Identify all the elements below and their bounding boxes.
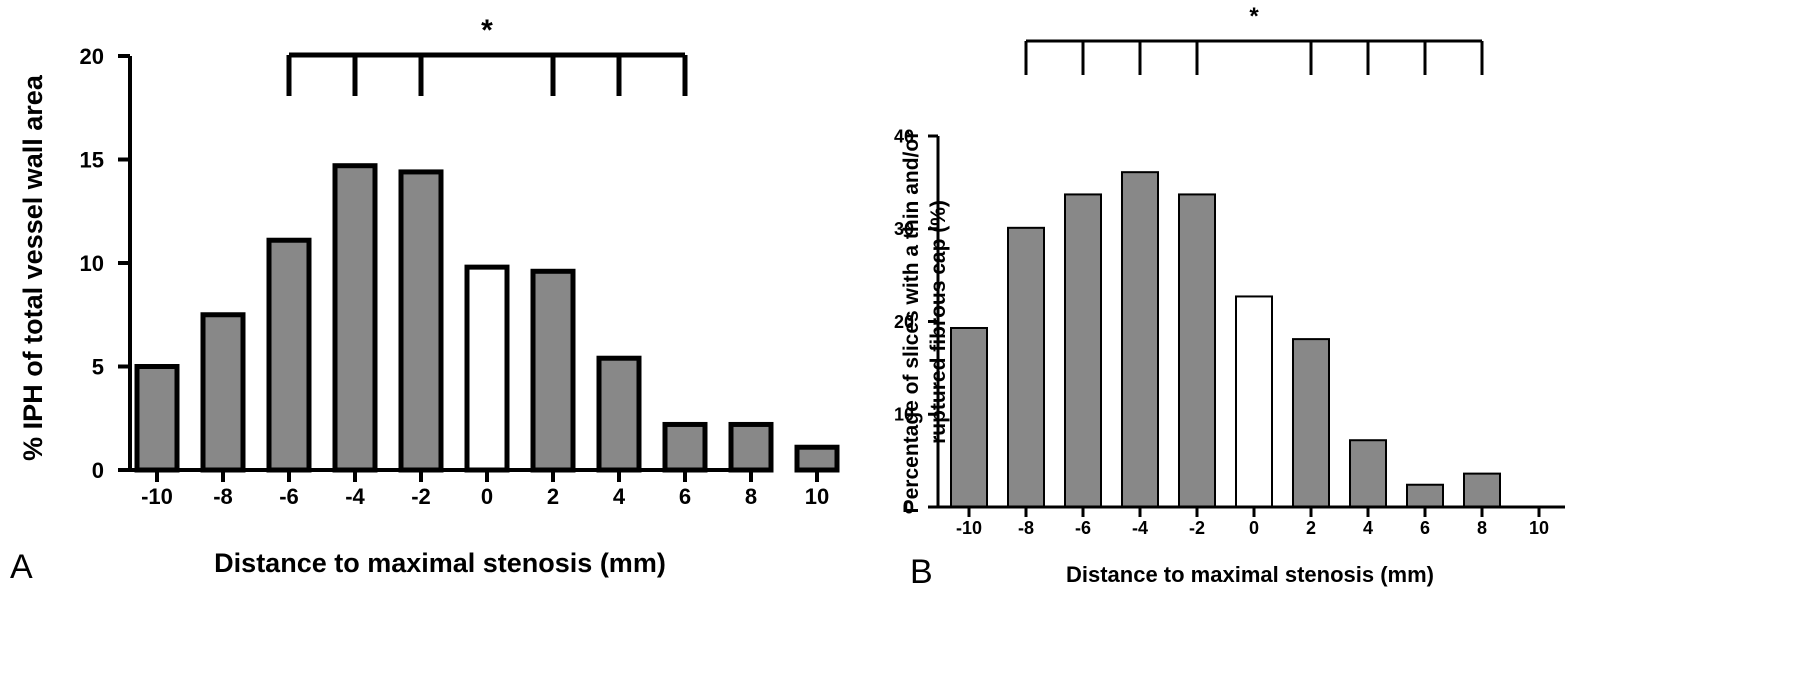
x-tick-label-a-4: 4 bbox=[613, 484, 626, 509]
y-tick-label-b-0: 0 bbox=[904, 497, 914, 517]
y-tick-label-a-20: 20 bbox=[80, 44, 104, 69]
significance-star-a: * bbox=[481, 14, 493, 47]
x-tick-label-a--10: -10 bbox=[141, 484, 173, 509]
bar-a-8 bbox=[728, 421, 774, 473]
x-tick-label-a-0: 0 bbox=[481, 484, 493, 509]
chart-panel-b: Percentage of slices with a thin and/or … bbox=[894, 3, 1565, 591]
y-tick-label-b-10: 10 bbox=[894, 405, 914, 425]
panel-label-a: A bbox=[10, 548, 33, 586]
bar-a--10 bbox=[134, 364, 180, 473]
x-tick-label-b--2: -2 bbox=[1189, 518, 1205, 538]
x-tick-label-a-6: 6 bbox=[679, 484, 691, 509]
x-tick-label-b-0: 0 bbox=[1249, 518, 1259, 538]
y-tick-label-a-0: 0 bbox=[92, 458, 104, 483]
panel-label-b: B bbox=[910, 553, 933, 591]
bar-a-4 bbox=[596, 355, 642, 473]
x-tick-label-b--6: -6 bbox=[1075, 518, 1091, 538]
x-tick-label-b-6: 6 bbox=[1420, 518, 1430, 538]
x-tick-label-a--4: -4 bbox=[345, 484, 365, 509]
bar-b--10 bbox=[950, 326, 988, 508]
y-tick-label-a-10: 10 bbox=[80, 251, 104, 276]
x-tick-label-a--2: -2 bbox=[411, 484, 431, 509]
x-tick-label-a-10: 10 bbox=[805, 484, 829, 509]
x-tick-label-b-8: 8 bbox=[1477, 518, 1487, 538]
bar-b-8 bbox=[1463, 472, 1501, 508]
significance-star-b: * bbox=[1249, 3, 1259, 30]
bar-a--2 bbox=[398, 169, 444, 473]
y-axis-label-a: % IPH of total vessel wall area bbox=[18, 74, 48, 461]
chart-panel-a: % IPH of total vessel wall area Distance… bbox=[10, 14, 840, 586]
bar-b--4 bbox=[1121, 171, 1159, 509]
bar-b-6 bbox=[1406, 483, 1444, 508]
x-tick-label-a-2: 2 bbox=[547, 484, 559, 509]
x-tick-label-b-2: 2 bbox=[1306, 518, 1316, 538]
bar-b--6 bbox=[1064, 193, 1102, 508]
bar-a-0 bbox=[464, 264, 510, 473]
y-tick-label-b-40: 40 bbox=[894, 126, 914, 146]
y-axis-label-b-line1: Percentage of slices with a thin and/or bbox=[900, 131, 923, 514]
bar-a--4 bbox=[332, 163, 378, 473]
bar-a-2 bbox=[530, 268, 576, 473]
bar-b-4 bbox=[1349, 439, 1387, 508]
x-tick-label-b-10: 10 bbox=[1529, 518, 1549, 538]
y-tick-label-b-30: 30 bbox=[894, 219, 914, 239]
bar-a--6 bbox=[266, 237, 312, 473]
x-tick-label-b--4: -4 bbox=[1132, 518, 1148, 538]
x-tick-label-b--8: -8 bbox=[1018, 518, 1034, 538]
y-tick-label-a-15: 15 bbox=[80, 147, 104, 172]
x-axis-label-a: Distance to maximal stenosis (mm) bbox=[214, 548, 666, 578]
bar-a-10 bbox=[794, 444, 840, 473]
x-tick-label-b-4: 4 bbox=[1363, 518, 1373, 538]
bar-b-2 bbox=[1292, 338, 1330, 508]
y-tick-label-b-20: 20 bbox=[894, 312, 914, 332]
bar-b--2 bbox=[1178, 193, 1216, 508]
y-tick-label-a-5: 5 bbox=[92, 354, 104, 379]
bar-b-0 bbox=[1235, 295, 1273, 508]
x-tick-label-b--10: -10 bbox=[956, 518, 982, 538]
x-tick-label-a--8: -8 bbox=[213, 484, 233, 509]
x-tick-label-a--6: -6 bbox=[279, 484, 299, 509]
bar-a-6 bbox=[662, 421, 708, 473]
x-tick-label-a-8: 8 bbox=[745, 484, 757, 509]
x-axis-label-b: Distance to maximal stenosis (mm) bbox=[1066, 562, 1434, 587]
bar-b--8 bbox=[1007, 226, 1045, 508]
bar-a--8 bbox=[200, 312, 246, 473]
